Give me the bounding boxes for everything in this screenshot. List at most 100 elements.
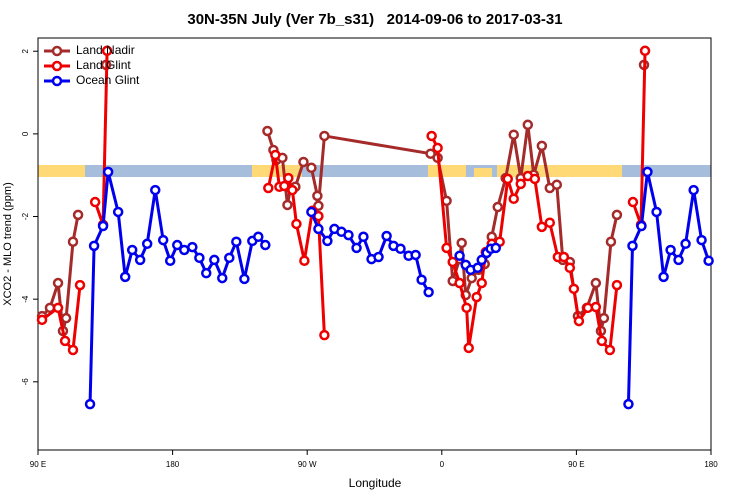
data-point [36,314,48,326]
plot-frame [37,37,712,451]
data-point [319,130,330,142]
chart-title: 30N-35N July (Ver 7b_s31) 2014-09-06 to … [187,11,562,28]
data-point [463,342,474,354]
data-point [52,302,64,314]
data-point [604,344,616,356]
data-point [590,301,602,313]
y-tick-label: -6 [21,378,30,386]
data-point [72,209,84,221]
data-point [351,242,362,254]
data-point [658,271,669,283]
data-point [306,162,317,174]
data-point [627,196,639,208]
data-point [490,242,502,254]
data-point [492,201,503,213]
data-point [263,182,274,194]
legend-label: Land Glint [76,58,131,72]
legend-marker [51,75,63,87]
land-band [38,165,85,177]
data-point [590,277,602,289]
data-point [432,142,443,154]
data-point [74,279,86,291]
data-point [611,209,623,221]
data-point [598,312,610,324]
data-point [536,221,548,233]
data-point [564,262,576,274]
data-point [416,274,427,285]
data-point [88,240,100,252]
data-point [150,184,161,196]
data-point [52,277,64,289]
data-point [262,125,273,137]
data-point [312,190,323,202]
data-point [164,255,176,266]
data-point [636,220,647,232]
data-point [291,218,302,230]
data-point [126,244,138,256]
data-point [343,229,354,241]
data-point [441,242,452,254]
data-point [703,255,714,266]
data-point [426,130,437,142]
data-point [381,230,392,242]
data-point [231,236,242,247]
data-point [642,166,653,178]
data-point [322,235,333,247]
data-point [171,239,183,251]
series-line [42,65,644,331]
data-point [573,315,585,327]
data-point [696,234,707,246]
data-point [298,156,309,168]
data-point [461,302,472,314]
data-point [544,217,556,228]
legend-label: Land Nadir [76,43,135,57]
data-point [67,344,79,356]
data-point [627,240,638,252]
data-point [60,312,72,324]
data-point [472,262,483,274]
data-point [423,286,434,298]
data-point [209,254,220,266]
data-point [665,244,676,256]
data-point [605,236,617,247]
x-tick-label: 180 [704,460,718,469]
data-point [651,206,662,218]
land-ocean-band [38,165,711,177]
data-point [536,140,548,152]
data-point [179,244,190,256]
data-point [454,277,465,289]
data-point [260,239,271,251]
data-point [358,231,369,243]
y-tick-label: 0 [21,131,30,136]
data-point [558,251,570,263]
data-point [187,241,198,253]
data-point [194,252,205,264]
data-point [568,283,580,295]
x-tick-label: 0 [440,460,445,469]
data-point [395,243,406,255]
data-point [141,238,153,250]
data-point [471,291,482,303]
data-point [529,173,541,185]
data-point [476,254,487,266]
data-point [59,335,71,347]
data-point [508,129,519,140]
data-point [102,166,114,178]
data-point [454,250,465,262]
x-tick-label: 90 W [298,460,317,469]
data-point [287,184,298,196]
data-point [502,173,514,185]
data-point [319,329,330,341]
data-point [97,220,109,232]
data-point [217,272,228,284]
legend-label: Ocean Glint [76,73,140,87]
land-band [497,165,622,177]
data-point [306,206,317,218]
data-point [313,223,324,235]
x-tick-label: 90 E [568,460,584,469]
data-point [673,254,684,266]
data-point [101,45,113,57]
x-tick-label: 180 [166,460,180,469]
data-point [466,272,477,284]
data-point [134,254,146,266]
